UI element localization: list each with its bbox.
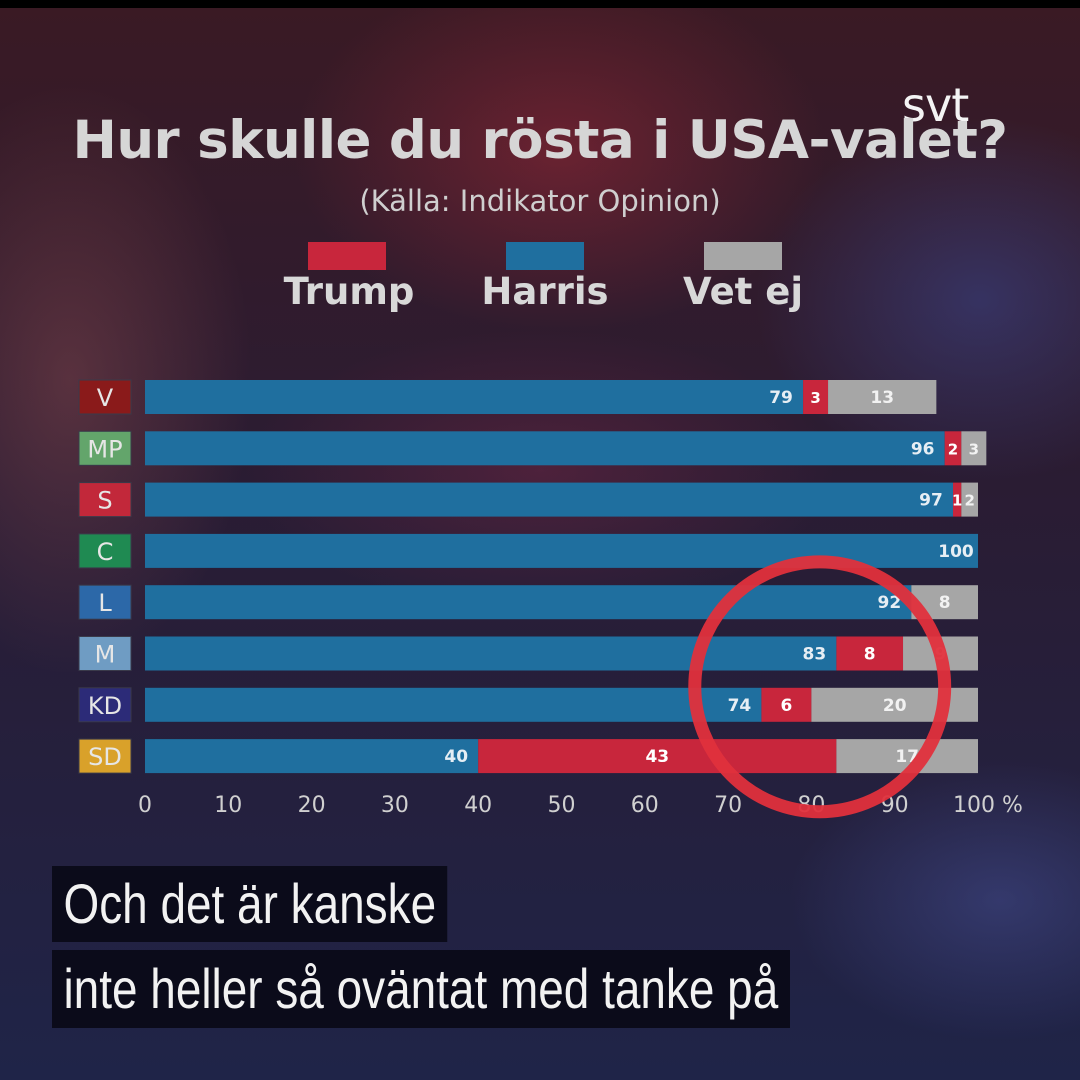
party-label-l: L: [98, 589, 112, 617]
data-label-harris-m: 83: [803, 645, 827, 665]
party-badge-sd: [78, 738, 132, 774]
data-label-vet-ej-l: 8: [939, 593, 951, 613]
data-label-trump-mp: 2: [948, 440, 958, 458]
svt-logo: svt: [902, 78, 969, 132]
party-badge-m: [78, 636, 132, 671]
data-label-harris-v: 79: [769, 388, 793, 408]
bar-harris-v: [145, 380, 804, 414]
bar-trump-s: [953, 482, 962, 517]
party-label-sd: SD: [88, 743, 122, 771]
x-tick-label-50: 50: [548, 793, 576, 818]
x-tick-label-30: 30: [381, 793, 409, 818]
party-label-v: V: [97, 384, 114, 412]
data-label-trump-sd: 43: [645, 747, 669, 767]
chart-subtitle: (Källa: Indikator Opinion): [359, 184, 721, 218]
legend-swatch-harris: [506, 242, 584, 270]
data-label-trump-v: 3: [810, 389, 820, 407]
highlight-circle: [688, 555, 952, 819]
data-label-harris-s: 97: [919, 491, 943, 511]
bar-harris-kd: [145, 687, 762, 722]
bar-trump-mp: [944, 431, 962, 466]
data-label-trump-s: 1: [952, 492, 962, 510]
data-label-trump-kd: 6: [780, 696, 792, 716]
subtitle-caption-line-1: Och det är kanske: [52, 866, 448, 942]
party-badge-v: [78, 379, 132, 415]
party-badge-mp: [78, 430, 132, 466]
x-tick-label-20: 20: [298, 793, 326, 818]
legend-label-vet-ej: Vet ej: [682, 270, 804, 313]
bar-vet-ej-mp: [961, 431, 987, 466]
bar-vet-ej-v: [828, 380, 937, 414]
data-label-vet-ej-s: 2: [964, 492, 974, 510]
party-label-c: C: [97, 538, 114, 566]
party-badge-c: [78, 533, 132, 569]
bar-trump-v: [803, 380, 829, 414]
party-label-s: S: [97, 487, 112, 515]
legend-label-harris: Harris: [481, 270, 609, 313]
x-tick-label-100: 100 %: [953, 793, 1023, 818]
x-tick-label-0: 0: [138, 793, 152, 818]
bar-harris-s: [145, 482, 954, 517]
party-label-m: M: [95, 641, 116, 669]
bar-vet-ej-s: [961, 482, 978, 517]
x-tick-label-10: 10: [214, 793, 242, 818]
bar-trump-kd: [761, 687, 812, 722]
chart-title: Hur skulle du rösta i USA-valet?: [72, 110, 1008, 171]
bar-harris-mp: [145, 431, 945, 466]
legend-label-trump: Trump: [283, 270, 415, 313]
bar-trump-sd: [478, 739, 837, 774]
x-tick-label-60: 60: [631, 793, 659, 818]
data-label-harris-sd: 40: [444, 747, 468, 767]
subtitle-caption-line-2: inte heller så oväntat med tanke på: [52, 950, 790, 1028]
x-tick-label-70: 70: [714, 793, 742, 818]
bar-harris-l: [145, 585, 912, 620]
party-badge-l: [78, 584, 132, 620]
data-label-harris-c: 100: [938, 542, 974, 562]
data-label-vet-ej-mp: 3: [969, 440, 979, 458]
x-tick-label-40: 40: [464, 793, 492, 818]
data-label-vet-ej-kd: 20: [883, 696, 907, 716]
data-label-harris-kd: 74: [728, 696, 752, 716]
bar-harris-sd: [145, 739, 479, 774]
party-label-mp: MP: [87, 435, 122, 463]
party-label-kd: KD: [88, 692, 122, 720]
bar-trump-m: [836, 636, 904, 671]
legend-swatch-trump: [308, 242, 386, 270]
data-label-vet-ej-v: 13: [870, 388, 894, 408]
party-badge-s: [78, 482, 132, 518]
data-label-trump-m: 8: [864, 645, 876, 665]
bar-harris-m: [145, 636, 837, 671]
data-label-harris-mp: 96: [911, 439, 935, 459]
top-letterbox: [0, 0, 1080, 8]
legend-swatch-vet-ej: [704, 242, 782, 270]
party-badge-kd: [78, 687, 132, 723]
data-label-harris-l: 92: [878, 593, 902, 613]
